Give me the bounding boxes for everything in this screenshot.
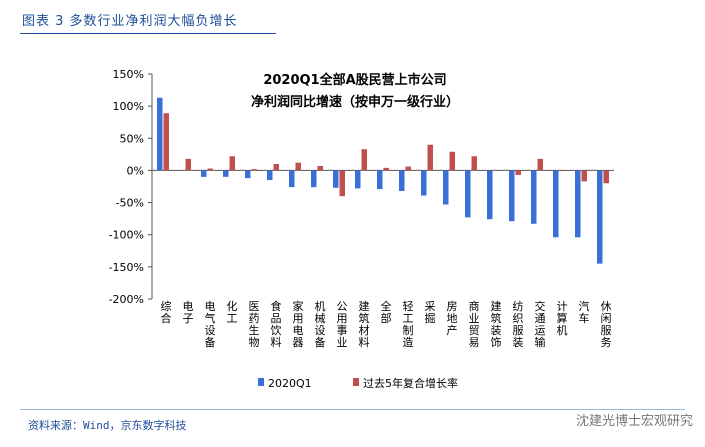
bar-5yr-cagr-8 <box>339 170 345 197</box>
y-tick-label: -200% <box>109 293 144 306</box>
x-tick-label: 休闲服务 <box>601 300 612 349</box>
bar-5yr-cagr-9 <box>361 149 367 171</box>
bar-5yr-cagr-5 <box>273 164 279 171</box>
bar-2020q1-13 <box>443 170 449 205</box>
bar-2020q1-9 <box>355 170 361 189</box>
x-tick-label: 轻工制造 <box>403 299 414 349</box>
bar-2020q1-7 <box>311 170 317 188</box>
bar-2020q1-19 <box>575 170 581 238</box>
legend-swatch-1 <box>353 378 359 386</box>
y-tick-label: -100% <box>109 229 144 242</box>
bar-5yr-cagr-18 <box>559 170 565 172</box>
bar-5yr-cagr-1 <box>185 158 191 171</box>
x-tick-label: 化工 <box>227 299 238 325</box>
bar-5yr-cagr-13 <box>449 151 455 171</box>
bar-2020q1-16 <box>509 170 515 222</box>
bar-2020q1-10 <box>377 170 383 190</box>
chart-subtitle: 净利润同比增速（按申万一级行业） <box>251 94 459 110</box>
legend: 2020Q1 过去5年复合增长率 <box>258 376 458 390</box>
bar-2020q1-18 <box>553 170 559 238</box>
x-tick-label: 电气设备 <box>205 300 216 349</box>
bar-5yr-cagr-7 <box>317 165 323 171</box>
bar-2020q1-12 <box>421 170 427 196</box>
x-tick-label: 食品饮料 <box>271 299 282 349</box>
x-tick-label: 医药生物 <box>249 300 260 349</box>
figure-title: 图表 3 多数行业净利润大幅负增长 <box>22 14 238 29</box>
bar-2020q1-11 <box>399 170 405 191</box>
source-note: 资料来源：Wind，京东数字科技 <box>28 419 187 432</box>
x-tick-label: 采掘 <box>425 300 436 325</box>
legend-label-0: 2020Q1 <box>268 377 312 390</box>
bar-2020q1-0 <box>157 97 163 171</box>
bar-2020q1-15 <box>487 170 493 220</box>
x-tick-label: 商业贸易 <box>469 299 480 349</box>
bar-2020q1-17 <box>531 170 537 224</box>
bar-5yr-cagr-11 <box>405 166 411 171</box>
chart-title: 2020Q1全部A股民营上市公司 <box>263 72 446 88</box>
bar-5yr-cagr-16 <box>515 170 521 175</box>
bar-2020q1-5 <box>267 170 273 181</box>
bar-5yr-cagr-20 <box>603 170 609 184</box>
y-tick-label: -50% <box>116 197 144 210</box>
x-tick-label: 房地产 <box>447 300 458 337</box>
x-tick-label: 电子 <box>183 300 194 325</box>
bar-5yr-cagr-14 <box>471 156 477 171</box>
x-tick-label: 建筑装饰 <box>491 299 502 349</box>
y-tick-label: -150% <box>109 261 144 274</box>
bar-2020q1-14 <box>465 170 471 218</box>
bar-2020q1-4 <box>245 170 251 179</box>
y-tick-label: 150% <box>113 68 144 81</box>
y-tick-label: 100% <box>113 100 144 113</box>
x-tick-label: 建筑材料 <box>359 299 370 349</box>
x-tick-label: 汽车 <box>579 299 590 325</box>
x-tick-label: 全部 <box>381 299 392 325</box>
bars <box>157 97 609 264</box>
x-tick-label: 机械设备 <box>315 299 326 349</box>
x-axis-labels: 综合电子电气设备化工医药生物食品饮料家用电器机械设备公用事业建筑材料全部轻工制造… <box>161 299 612 349</box>
bar-2020q1-20 <box>597 170 603 264</box>
x-tick-label: 纺织服装 <box>513 299 524 349</box>
legend-swatch-0 <box>258 378 264 386</box>
y-tick-label: 0% <box>127 164 144 177</box>
title-underline <box>20 33 276 34</box>
watermark: 沈建光博士宏观研究 <box>575 414 693 429</box>
bar-5yr-cagr-2 <box>207 168 213 171</box>
footer-rule <box>20 409 685 410</box>
x-tick-label: 综合 <box>161 299 172 325</box>
legend-label-1: 过去5年复合增长率 <box>363 376 458 390</box>
bar-2020q1-6 <box>289 170 295 188</box>
y-axis: 150% 100% 50% 0% -50% -100% -150% -200% <box>109 68 614 306</box>
bar-5yr-cagr-19 <box>581 170 587 182</box>
bar-5yr-cagr-0 <box>163 113 169 171</box>
bar-5yr-cagr-3 <box>229 156 235 171</box>
bar-5yr-cagr-12 <box>427 144 433 171</box>
bar-5yr-cagr-10 <box>383 167 389 171</box>
bar-2020q1-2 <box>201 170 207 177</box>
y-tick-label: 50% <box>120 132 144 145</box>
bar-5yr-cagr-17 <box>537 158 543 171</box>
bar-5yr-cagr-4 <box>251 169 257 171</box>
x-tick-label: 交通运输 <box>535 299 546 349</box>
bar-2020q1-8 <box>333 170 339 188</box>
x-tick-label: 家用电器 <box>293 299 304 349</box>
x-tick-label: 计算机 <box>557 300 568 337</box>
x-tick-label: 公用事业 <box>337 300 348 349</box>
bar-2020q1-3 <box>223 170 229 177</box>
bar-5yr-cagr-6 <box>295 162 301 171</box>
